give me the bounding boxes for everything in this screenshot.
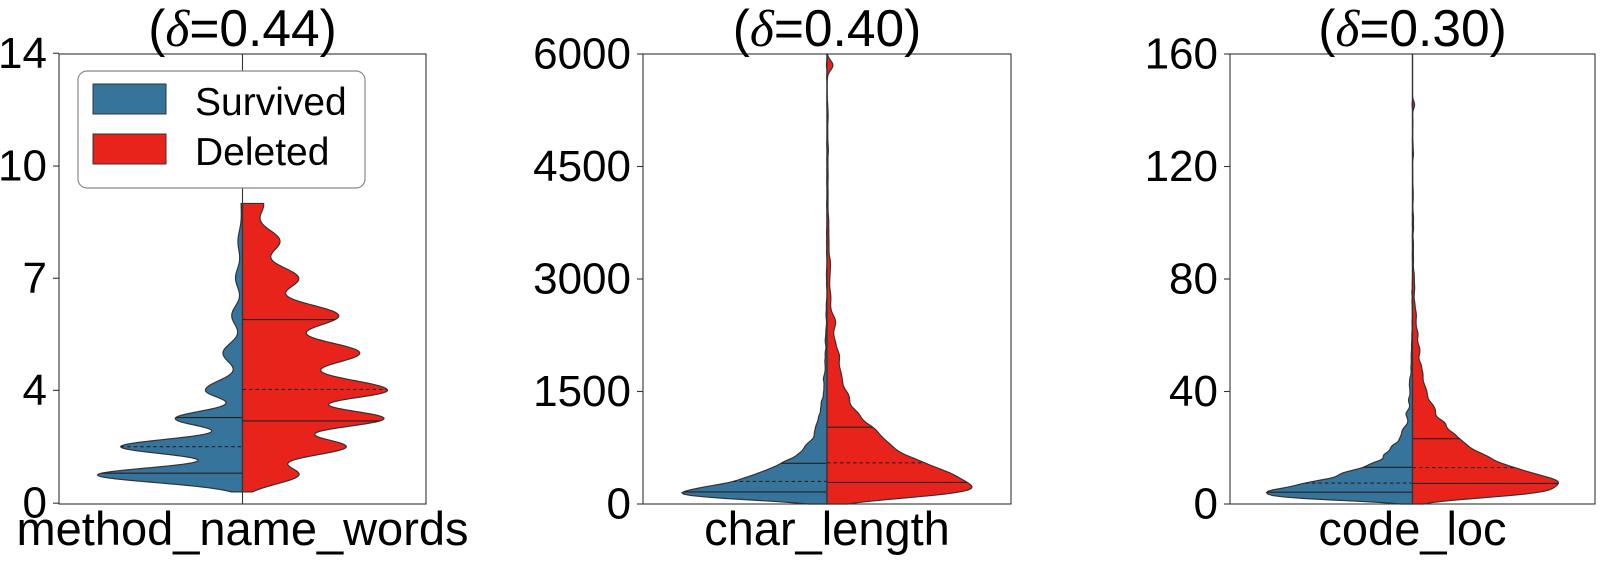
svg-text:3000: 3000 — [533, 255, 631, 304]
svg-text:Survived: Survived — [195, 81, 347, 124]
svg-text:(δ=0.44): (δ=0.44) — [148, 0, 337, 58]
svg-text:code_loc: code_loc — [1318, 502, 1506, 555]
svg-text:6000: 6000 — [533, 30, 631, 79]
svg-text:char_length: char_length — [704, 502, 950, 555]
svg-text:(δ=0.30): (δ=0.30) — [1318, 0, 1507, 58]
svg-text:14: 14 — [0, 29, 47, 78]
svg-text:40: 40 — [1169, 367, 1218, 416]
svg-text:80: 80 — [1169, 255, 1218, 304]
svg-text:10: 10 — [0, 142, 47, 191]
svg-text:4500: 4500 — [533, 142, 631, 191]
svg-text:160: 160 — [1145, 30, 1218, 79]
svg-text:method_name_words: method_name_words — [17, 502, 469, 555]
svg-text:120: 120 — [1145, 142, 1218, 191]
svg-text:0: 0 — [1194, 480, 1218, 529]
svg-text:0: 0 — [607, 480, 631, 529]
svg-text:4: 4 — [23, 366, 47, 415]
svg-text:1500: 1500 — [533, 367, 631, 416]
svg-text:7: 7 — [23, 254, 47, 303]
svg-text:(δ=0.40): (δ=0.40) — [733, 0, 922, 58]
svg-text:Deleted: Deleted — [195, 131, 329, 174]
